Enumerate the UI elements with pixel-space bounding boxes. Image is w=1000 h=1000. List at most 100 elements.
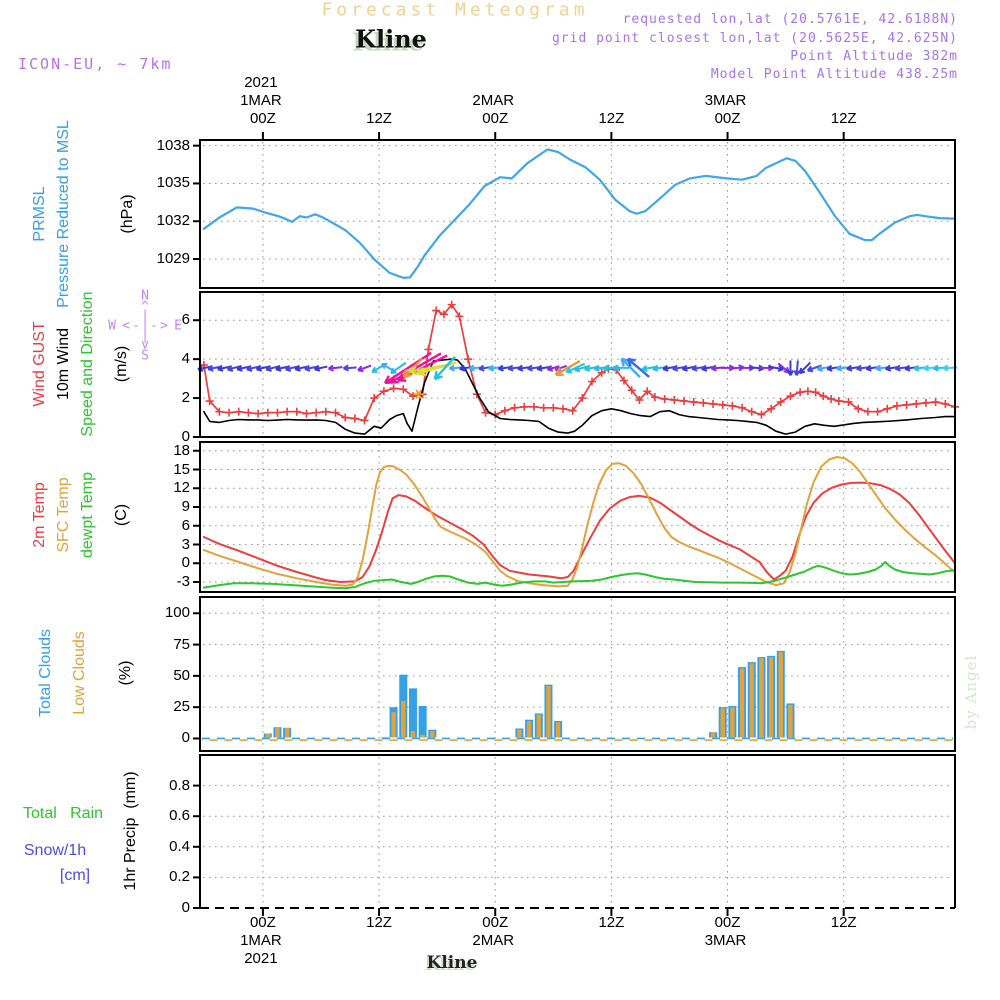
- wind-arrow-head: [328, 367, 335, 372]
- wind-direction-arrow: [227, 365, 241, 371]
- wind-arrow-head: [807, 369, 814, 373]
- wind-arrow-head: [682, 368, 688, 372]
- wind-direction-arrow: [275, 365, 289, 371]
- panel-label-temp: (C): [113, 503, 130, 527]
- wind-arrow-head: [846, 367, 853, 372]
- wind-direction-arrow: [357, 364, 372, 372]
- y-tick-label: 1035: [156, 174, 190, 192]
- wind-arrow-head: [498, 367, 504, 372]
- time-tick-label: 00Z: [249, 110, 276, 127]
- y-tick-label: 0: [181, 729, 190, 747]
- low-clouds-bar: [517, 729, 522, 738]
- date-tick-label: 1MAR: [240, 932, 282, 949]
- wind-arrow-head: [593, 368, 600, 372]
- wind-direction-arrow: [285, 365, 299, 371]
- wind-arrow-head: [865, 367, 872, 372]
- wind-direction-arrow: [256, 365, 270, 371]
- wind-arrow-head: [417, 372, 426, 377]
- watermark: by Angel: [962, 654, 980, 730]
- panel-label-wind: Wind GUST: [31, 321, 48, 407]
- pressure-panel-frame: [199, 139, 956, 289]
- low-clouds-bar: [526, 720, 532, 738]
- clouds-panel-frame: [199, 596, 956, 752]
- compass-dash-icon: -: [132, 318, 140, 334]
- panel-label-wind: (m/s): [113, 345, 130, 383]
- wind-arrow-head: [403, 373, 412, 379]
- wind-arrow-head: [626, 358, 632, 367]
- panel-label-wind: Speed and Direction: [79, 291, 96, 437]
- wind-arrow-head: [547, 368, 554, 372]
- y-tick-label: -3: [176, 573, 190, 590]
- prmsl-line: [202, 148, 957, 279]
- compass-east-arrow-icon: >: [160, 318, 168, 334]
- wind-direction-arrow: [328, 366, 343, 370]
- time-tick-label: 12Z: [366, 110, 392, 127]
- wind-arrow-head: [527, 367, 533, 372]
- panel-label-pressure: PRMSL: [31, 186, 48, 242]
- wind-arrow-head: [574, 369, 581, 373]
- sfc-temp-line: [202, 456, 956, 588]
- date-tick-label: 3MAR: [704, 92, 747, 109]
- y-tick-label: 1032: [156, 212, 190, 230]
- time-tick-label: 00Z: [714, 110, 741, 127]
- wind-direction-arrow: [390, 361, 407, 374]
- panel-label-precip: Total Rain: [22, 805, 104, 822]
- wind-arrow-head: [266, 368, 272, 372]
- panel-label-temp: dewpt Temp: [79, 472, 96, 558]
- wind-arrow-head: [469, 367, 475, 372]
- y-tick-label: 6: [181, 516, 190, 534]
- wind-arrow-head: [390, 371, 397, 375]
- low-clouds-bar: [275, 727, 280, 738]
- wind-arrow-head: [799, 370, 806, 375]
- low-clouds-bar: [391, 712, 396, 738]
- footer-station-label: Kline: [426, 953, 478, 973]
- wind-direction-arrow: [620, 357, 641, 378]
- y-tick-label: 75: [173, 635, 190, 653]
- y-tick-label: 18: [173, 441, 190, 459]
- wind-gust-line: [203, 303, 956, 422]
- compass-east-label: E: [174, 318, 182, 334]
- wind-arrow-head: [275, 368, 282, 372]
- compass-south-label: S: [141, 348, 149, 364]
- wind-arrow-head: [789, 370, 794, 376]
- wind-arrow-head: [409, 370, 418, 376]
- time-tick-label: 12Z: [598, 914, 625, 931]
- low-clouds-bar: [410, 730, 416, 738]
- wind-arrow-head: [826, 367, 833, 372]
- wind-arrow-head: [894, 367, 901, 372]
- wind-arrow-head: [207, 368, 214, 372]
- wind-direction-arrow: [343, 366, 357, 370]
- year-label: 2021: [244, 950, 278, 967]
- wind-arrow-head: [488, 367, 495, 372]
- time-tick-label: 00Z: [482, 914, 509, 931]
- wind-direction-arrow: [236, 365, 251, 371]
- total-clouds-bar: [418, 705, 427, 738]
- wind-arrow-head: [701, 368, 708, 372]
- wind-arrow-head: [584, 368, 591, 372]
- wind-arrow-head: [380, 363, 386, 370]
- panel-label-pressure: Pressure Reduced to MSL: [55, 120, 72, 308]
- gust-star-marker: [415, 389, 423, 399]
- y-tick-label: 0: [181, 428, 190, 445]
- station-title: Kline: [355, 24, 427, 54]
- time-tick-label: 00Z: [249, 914, 276, 931]
- model-label: ICON-EU, ~ 7km: [18, 55, 173, 73]
- time-tick-label: 12Z: [830, 110, 857, 127]
- wind-arrow-head: [875, 367, 882, 372]
- wind-arrow-head: [246, 368, 253, 372]
- wind-arrow-head: [507, 367, 514, 372]
- wind-arrow-head: [620, 358, 625, 367]
- low-clouds-bar: [739, 668, 745, 738]
- y-tick-label: 0: [181, 899, 190, 916]
- y-tick-label: 9: [181, 498, 190, 515]
- wind-direction-arrow: [555, 359, 581, 376]
- year-label: 2021: [244, 74, 278, 91]
- wind-arrow-head: [652, 367, 659, 372]
- panel-label-precip: Snow/1h: [23, 842, 87, 859]
- low-clouds-bar: [430, 730, 435, 738]
- wind-arrow-head: [314, 368, 321, 372]
- wind-arrow-head: [904, 367, 911, 372]
- wind-arrow-head: [603, 367, 609, 372]
